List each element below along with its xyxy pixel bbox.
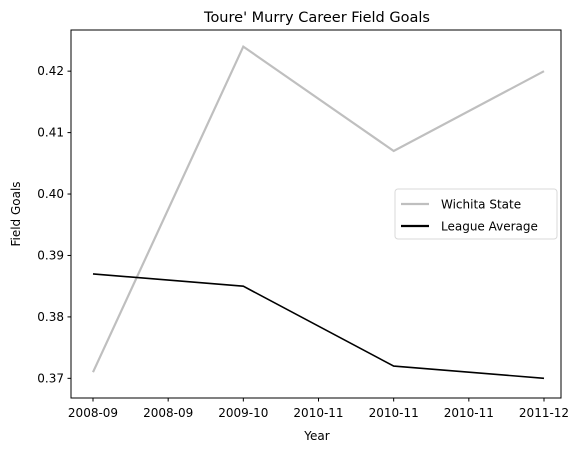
series-line-2 bbox=[92, 273, 545, 380]
x-tick-label: 2011-12 bbox=[519, 406, 569, 420]
legend-label-1: Wichita State bbox=[441, 198, 521, 212]
chart-title: Toure' Murry Career Field Goals bbox=[203, 10, 430, 26]
legend: Wichita State League Average bbox=[394, 188, 558, 240]
plot-area: 0.37 0.38 0.39 0.40 0.41 0.42 2008-09 2008-09 20… bbox=[37, 29, 569, 420]
x-tick-label: 2010-11 bbox=[444, 406, 494, 420]
y-tick-label: 0.38 bbox=[37, 310, 64, 324]
legend-label-2: League Average bbox=[441, 220, 538, 234]
x-tick-label: 2010-11 bbox=[369, 406, 419, 420]
y-axis-label: Field Goals bbox=[9, 181, 23, 246]
x-tick-label: 2009-10 bbox=[218, 406, 268, 420]
y-tick-label: 0.42 bbox=[37, 64, 64, 78]
legend-frame bbox=[394, 188, 558, 240]
x-tick-label: 2010-11 bbox=[293, 406, 343, 420]
series-line-1 bbox=[92, 44, 545, 373]
x-axis-label: Year bbox=[303, 429, 329, 443]
x-tick-label: 2008-09 bbox=[68, 406, 118, 420]
y-tick-label: 0.37 bbox=[37, 371, 64, 385]
x-tick-label: 2008-09 bbox=[143, 406, 193, 420]
y-tick-label: 0.40 bbox=[37, 187, 64, 201]
axes-frame bbox=[70, 29, 562, 399]
y-tick-label: 0.39 bbox=[37, 248, 64, 262]
y-tick-label: 0.41 bbox=[37, 126, 64, 140]
